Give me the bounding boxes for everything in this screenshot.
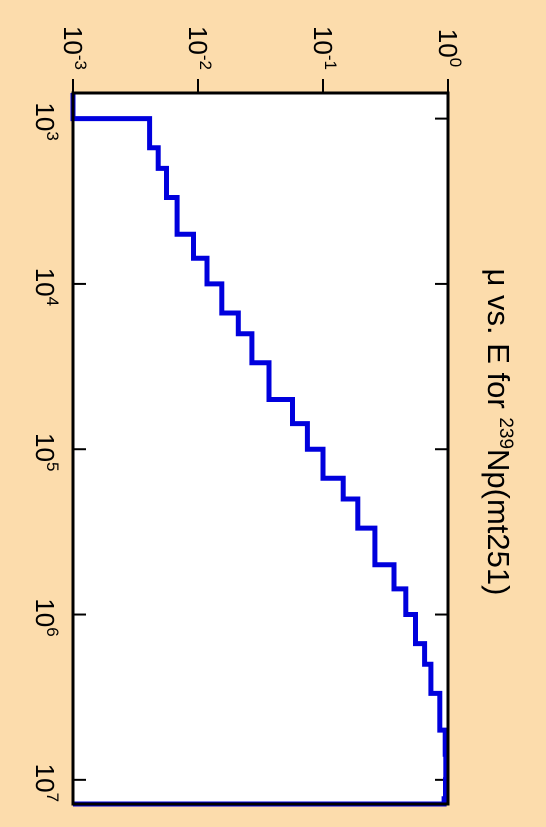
plot-area	[73, 93, 448, 804]
x-tick-label: 107	[30, 764, 62, 802]
y-tick-label: 10-3	[58, 26, 90, 70]
y-tick-label: 100	[433, 29, 465, 67]
title-sup: 239	[495, 417, 516, 449]
title-post: Np(mt251)	[481, 449, 516, 595]
x-tick-label: 103	[30, 102, 62, 140]
x-tick-label: 104	[30, 268, 62, 306]
y-tick-label: 10-2	[183, 26, 215, 70]
x-tick-label: 106	[30, 598, 62, 636]
plot-frame	[71, 91, 450, 806]
chart-title: μ vs. E for 239Np(mt251)	[481, 269, 516, 596]
title-pre: μ vs. E for	[481, 269, 516, 418]
y-tick-label: 10-1	[308, 26, 340, 70]
x-tick-label: 105	[30, 433, 62, 471]
series-line	[70, 93, 449, 807]
